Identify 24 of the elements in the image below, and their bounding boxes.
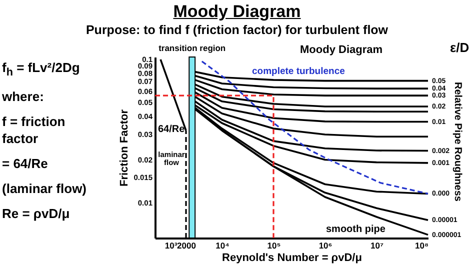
x-tick-label: 10⁷ (370, 240, 384, 250)
text: Moody Diagram (300, 44, 383, 56)
x-axis-title: Reynold's Number = ρvD/μ (222, 252, 362, 264)
chart-title: Moody Diagram (172, 2, 302, 22)
x-tick-label: 10⁶ (318, 240, 332, 250)
annotation: complete turbulence (252, 66, 345, 77)
text: Relative Pipe Roughness (452, 82, 463, 202)
x-tick-label: 10⁸ (415, 240, 428, 250)
text: (laminar flow) (2, 181, 88, 198)
x-tick-label: 2000 (177, 240, 196, 250)
x-tick-label: 10³ (164, 240, 178, 250)
chart-subtitle: Purpose: to find f (friction factor) for turbulent flow (84, 23, 390, 37)
band-label: transition region (158, 43, 226, 53)
text: f$_{h}$ = fLv²/2Dg (2, 60, 81, 80)
text: f = friction factor (2, 114, 66, 147)
y-axis-title: Friction Factor (118, 108, 131, 187)
x-tick-label: 10⁵ (267, 240, 281, 250)
text: Re = ρvD/μ (2, 206, 71, 223)
annotation: smooth pipe (326, 224, 386, 235)
text: where: (2, 89, 45, 106)
x-tick-label: 10⁴ (216, 240, 230, 250)
text: ε/D (450, 40, 470, 55)
text: = 64/Re (2, 156, 49, 172)
annotation: 64/Re (158, 124, 185, 135)
